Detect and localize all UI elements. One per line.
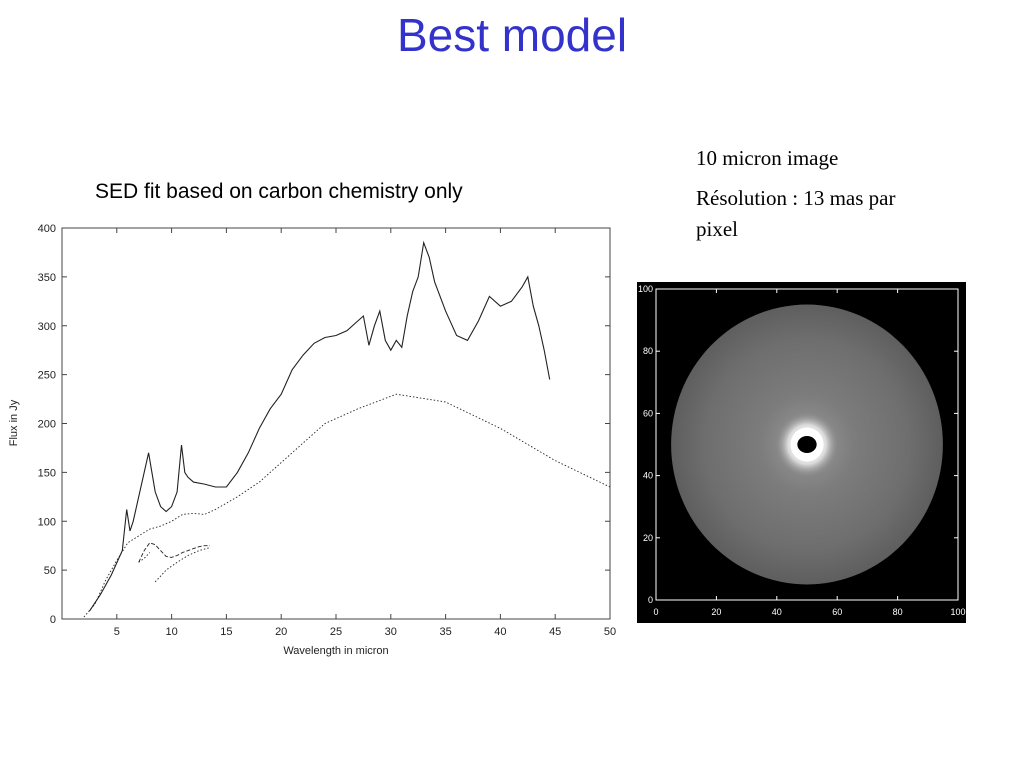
- img-y-tick-label: 80: [643, 346, 653, 356]
- x-axis-label: Wavelength in micron: [283, 645, 388, 657]
- sed-series-5: [154, 547, 211, 583]
- image-caption-line1: 10 micron image: [696, 146, 839, 170]
- image-disk: [671, 304, 943, 585]
- img-y-tick-label: 20: [643, 533, 653, 543]
- y-tick-label: 100: [38, 516, 56, 528]
- img-x-tick-label: 60: [832, 607, 842, 617]
- x-tick-label: 10: [165, 626, 177, 638]
- image-caption: 10 micron image Résolution : 13 mas par …: [696, 143, 926, 254]
- x-tick-label: 30: [385, 626, 397, 638]
- img-y-tick-label: 40: [643, 471, 653, 481]
- img-y-tick-label: 100: [638, 284, 653, 294]
- img-x-tick-label: 0: [653, 607, 658, 617]
- x-tick-label: 35: [439, 626, 451, 638]
- sed-series-group: [83, 240, 611, 618]
- y-tick-label: 50: [44, 565, 56, 577]
- y-tick-label: 150: [38, 467, 56, 479]
- central-hole: [797, 436, 817, 453]
- y-tick-label: 350: [38, 272, 56, 284]
- y-axis-label: Flux in Jy: [8, 399, 20, 446]
- slide-title: Best model: [396, 9, 628, 61]
- x-tick-label: 20: [275, 626, 287, 638]
- y-tick-label: 200: [38, 419, 56, 431]
- y-tick-label: 250: [38, 370, 56, 382]
- img-y-tick-label: 60: [643, 408, 653, 418]
- image-caption-line2: Résolution : 13 mas par pixel: [696, 186, 896, 241]
- sed-series-4: [138, 552, 151, 563]
- y-tick-label: 400: [38, 223, 56, 235]
- img-y-tick-label: 0: [648, 595, 653, 605]
- x-tick-label: 40: [494, 626, 506, 638]
- plot-frame: [61, 227, 611, 620]
- x-tick-label: 45: [549, 626, 561, 638]
- image-panel: 0 20 40 60 80 100 0 20 40 60 80 100: [637, 282, 966, 623]
- img-x-tick-label: 80: [893, 607, 903, 617]
- sed-caption: SED fit based on carbon chemistry only: [95, 180, 463, 203]
- sed-series-3: [138, 542, 210, 563]
- y-tick-label: 0: [50, 614, 56, 626]
- sed-axes: 5 10 15 20 25 30 35 40 45 50 0 50 100 150 200 250 300 350…: [38, 223, 616, 638]
- x-tick-label: 25: [330, 626, 342, 638]
- image-frame: [655, 288, 959, 601]
- y-tick-label: 300: [38, 321, 56, 333]
- img-x-tick-label: 100: [950, 607, 965, 617]
- image-axes: 0 20 40 60 80 100 0 20 40 60 80 100: [638, 284, 966, 617]
- x-tick-label: 5: [114, 626, 120, 638]
- sed-series-1: [88, 240, 551, 612]
- x-tick-label: 15: [220, 626, 232, 638]
- img-x-tick-label: 20: [711, 607, 721, 617]
- img-x-tick-label: 40: [772, 607, 782, 617]
- x-tick-label: 50: [604, 626, 616, 638]
- sed-series-2: [83, 393, 611, 618]
